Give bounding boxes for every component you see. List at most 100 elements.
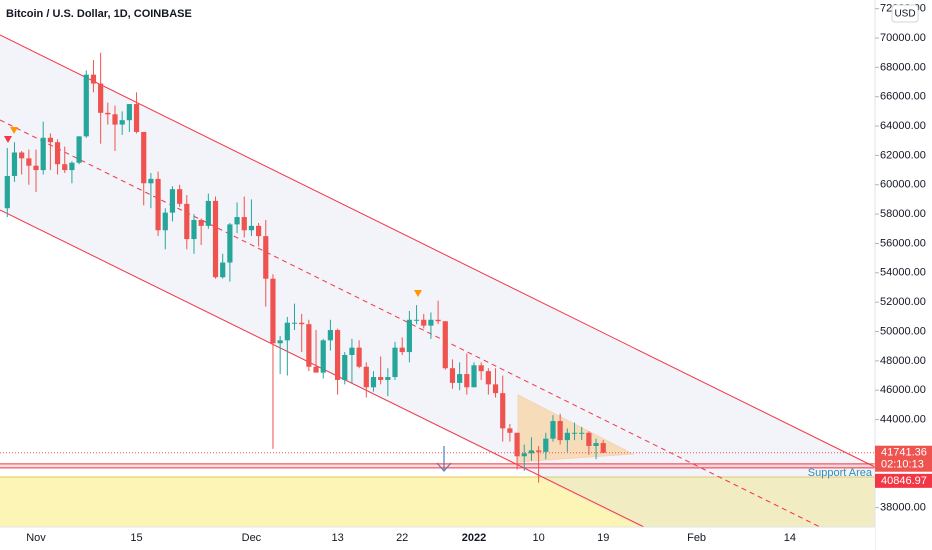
support-band [0,463,875,468]
candle-body [521,453,527,457]
candle-body [471,365,477,388]
candle-body [33,165,39,171]
candle-body [543,438,549,452]
candle-body [184,203,190,240]
y-tick-label: 38000.00 [880,502,926,514]
candle-body [177,189,183,204]
candle-body [399,347,405,353]
y-tick-label: 56000.00 [880,237,926,249]
candle-body [284,322,290,341]
candle-body [593,443,599,446]
candle-body [478,365,484,372]
candle-body [528,450,535,454]
countdown-label: 02:10:13 [881,459,924,471]
candle-body [277,340,283,344]
channel-fill [0,35,875,527]
candle-body [256,225,262,237]
candle-body [98,83,104,113]
candle-body [514,432,520,457]
candle-body [162,212,168,231]
last-price-badge [875,445,932,472]
candle-body [356,347,362,367]
y-tick-label: 46000.00 [880,384,926,396]
candle-body [392,347,398,378]
candle-body [241,217,247,231]
candle-body [291,322,298,324]
y-tick-label: 66000.00 [880,91,926,103]
y-tick-label: 48000.00 [880,355,926,367]
candle-body [141,131,147,184]
candle-body [464,374,470,388]
candle-body [248,225,255,231]
currency-label[interactable]: USD [894,9,915,20]
candle-body [26,158,32,166]
candle-body [227,224,233,263]
candle-body [299,322,305,325]
support-badge [875,473,932,488]
last-price-label: 41741.36 [881,447,927,459]
x-tick-label: 22 [396,532,408,544]
candle-body [220,262,226,278]
candle-body [169,189,176,213]
candle-body [571,432,578,434]
candle-body [126,104,132,121]
candle-body [370,377,377,388]
candle-body [191,219,197,240]
candle-body [406,319,412,353]
candle-body [435,319,441,322]
candle-body [600,443,606,453]
y-tick-label: 52000.00 [880,296,926,308]
candle-body [155,178,161,231]
x-tick-label: 19 [597,532,609,544]
candle-body [413,319,420,321]
candle-body [263,236,269,279]
arrow-marker [436,446,452,472]
candle-body [449,368,456,383]
candle-body [342,355,348,380]
candle-body [485,371,491,385]
candle-body [378,377,384,380]
currency-button[interactable] [891,4,919,23]
chart-title: Bitcoin / U.S. Dollar, 1D, COINBASE [6,8,192,20]
candle-body [564,432,570,441]
support-label: Support Area [808,467,873,479]
candle-body [557,421,563,441]
candle-body [421,319,427,326]
candle-body [198,219,204,226]
candle-body [536,450,542,452]
y-tick-label: 54000.00 [880,267,926,279]
x-tick-label: Dec [242,532,262,544]
candle-body [83,74,89,137]
candle-body [234,217,240,225]
y-tick-label: 70000.00 [880,32,926,44]
candle-body [586,432,592,446]
candle-body [349,347,355,356]
candle-body [11,152,18,176]
candle-body [54,142,61,165]
time-axis [0,527,875,550]
candle-body [457,374,463,383]
candle-body [334,330,341,380]
x-tick-label: 15 [130,532,142,544]
y-tick-label: 62000.00 [880,149,926,161]
candle-body [313,366,319,373]
candle-body [306,324,312,367]
marker [10,127,18,134]
marker [4,136,12,143]
candle-body [428,319,434,326]
candle-body [62,164,68,171]
x-tick-label: Nov [26,532,46,544]
candle-body [507,428,513,433]
candle-body [40,137,46,171]
candle-body [550,421,556,439]
x-tick-label: 14 [784,532,796,544]
candle-body [579,432,585,434]
candle-body [320,340,326,373]
candle-body [148,178,154,184]
x-tick-label: 10 [532,532,544,544]
y-tick-label: 64000.00 [880,120,926,132]
y-tick-label: 68000.00 [880,61,926,73]
candle-body [19,152,25,159]
